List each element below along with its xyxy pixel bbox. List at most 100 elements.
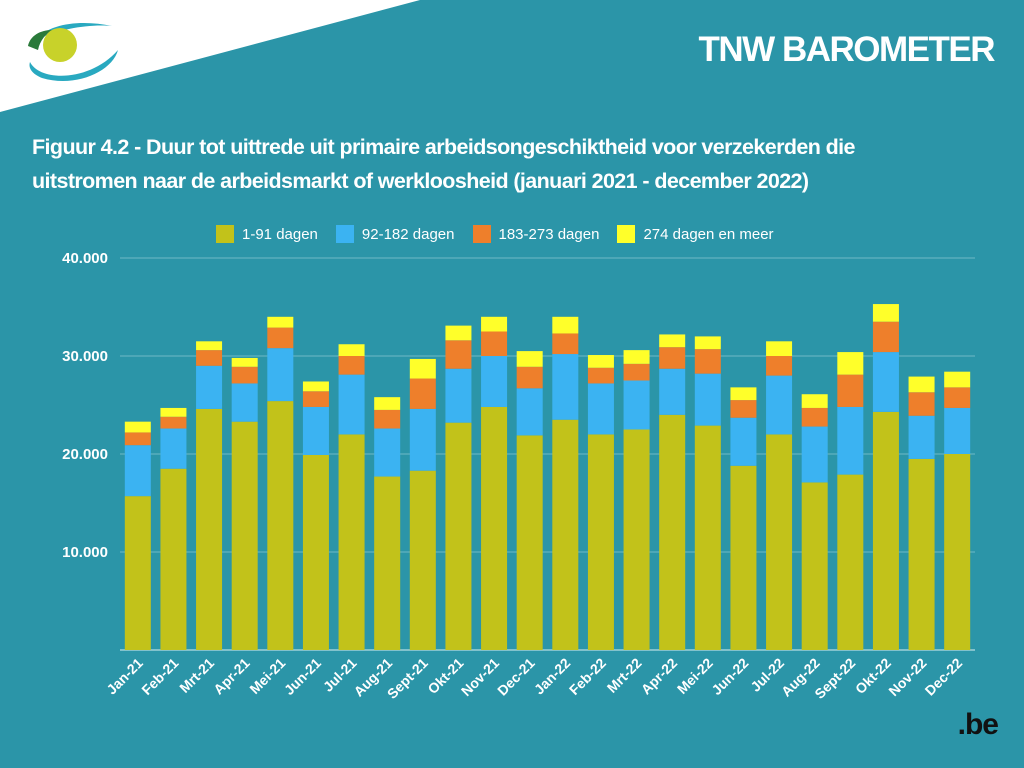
bar-segment-1-91 xyxy=(302,454,329,650)
bar-segment-274plus xyxy=(837,352,864,375)
bar-segment-92-182 xyxy=(302,406,329,455)
bar-segment-92-182 xyxy=(267,348,294,402)
legend-swatch xyxy=(472,225,491,243)
bar-segment-1-91 xyxy=(409,470,436,650)
bar-segment-274plus xyxy=(552,316,579,334)
bar-segment-183-273 xyxy=(338,356,365,375)
bar-segment-1-91 xyxy=(730,465,757,650)
bar-segment-92-182 xyxy=(552,354,579,420)
x-tick-label: Jan-22 xyxy=(531,655,574,698)
bar-segment-183-273 xyxy=(267,327,294,349)
bar-segment-183-273 xyxy=(516,366,543,389)
legend-item: 274 dagen en meer xyxy=(617,225,774,243)
bar-segment-1-91 xyxy=(124,496,151,650)
bar-segment-183-273 xyxy=(730,400,757,418)
legend-label: 1-91 dagen xyxy=(242,225,318,243)
bar-segment-1-91 xyxy=(160,468,187,650)
bar-segment-274plus xyxy=(445,325,472,341)
legend-label: 274 dagen en meer xyxy=(643,225,774,243)
bar-segment-183-273 xyxy=(374,409,401,429)
x-tick-label: Dec-22 xyxy=(922,655,966,699)
bar-segment-274plus xyxy=(872,304,899,322)
bar-segment-274plus xyxy=(481,316,508,332)
bar-segment-183-273 xyxy=(160,416,187,429)
bar-segment-1-91 xyxy=(908,458,935,650)
bar-segment-92-182 xyxy=(730,417,757,466)
bar-segment-274plus xyxy=(160,407,187,417)
bar-segment-92-182 xyxy=(516,388,543,436)
bar-segment-183-273 xyxy=(445,340,472,369)
x-tick-label: Sept-21 xyxy=(384,655,431,702)
bar-segment-92-182 xyxy=(623,380,650,430)
bar-segment-274plus xyxy=(908,376,935,393)
bar-segment-183-273 xyxy=(944,387,971,408)
bar-segment-1-91 xyxy=(801,482,828,650)
y-tick-label: 30.000 xyxy=(62,348,108,365)
bar-segment-92-182 xyxy=(659,368,686,415)
x-tick-label: Sept-22 xyxy=(811,655,858,702)
bar-segment-1-91 xyxy=(196,408,223,650)
x-tick-label: Feb-21 xyxy=(138,655,181,698)
bar-segment-183-273 xyxy=(694,349,721,374)
bar-segment-274plus xyxy=(231,357,258,367)
chart-title-line: Figuur 4.2 - Duur tot uittrede uit prima… xyxy=(32,135,856,159)
bar-segment-183-273 xyxy=(837,374,864,407)
bar-segment-1-91 xyxy=(481,406,508,650)
y-tick-label: 20.000 xyxy=(62,446,108,463)
x-tick-label: Mei-21 xyxy=(246,655,288,697)
bar-segment-183-273 xyxy=(908,392,935,416)
bar-segment-92-182 xyxy=(374,428,401,477)
bar-segment-274plus xyxy=(196,341,223,351)
bar-segment-1-91 xyxy=(944,454,971,650)
legend-item: 183-273 dagen xyxy=(472,225,599,243)
bar-segment-1-91 xyxy=(623,429,650,650)
bar-segment-1-91 xyxy=(587,434,614,650)
x-tick-label: Mrt-22 xyxy=(604,655,645,696)
bar-segment-1-91 xyxy=(766,434,793,650)
bar-segment-183-273 xyxy=(623,363,650,381)
bar-segment-92-182 xyxy=(160,428,187,469)
bar-segment-92-182 xyxy=(872,352,899,412)
x-tick-label: Feb-22 xyxy=(566,655,609,698)
x-tick-label: Jun-22 xyxy=(708,655,751,698)
legend-item: 92-182 dagen xyxy=(335,225,455,243)
x-tick-label: Mei-22 xyxy=(674,655,716,697)
bar-segment-183-273 xyxy=(659,347,686,369)
bar-segment-1-91 xyxy=(374,476,401,650)
bar-segment-1-91 xyxy=(872,411,899,650)
y-tick-label: 10.000 xyxy=(62,544,108,561)
legend-swatch xyxy=(216,225,234,243)
belgium-be-logo: .be xyxy=(957,708,999,741)
bar-segment-1-91 xyxy=(338,434,365,650)
legend-item: 1-91 dagen xyxy=(216,225,318,243)
bar-segment-274plus xyxy=(944,371,971,388)
bar-segment-1-91 xyxy=(659,414,686,650)
bar-segment-274plus xyxy=(374,397,401,410)
bar-segment-183-273 xyxy=(481,331,508,356)
bar-segment-274plus xyxy=(124,421,151,433)
chart-legend: 1-91 dagen 92-182 dagen 183-273 dagen 274 d… xyxy=(216,224,774,244)
inami-logo-icon xyxy=(28,22,118,82)
bar-segment-92-182 xyxy=(766,375,793,435)
bar-segment-92-182 xyxy=(338,374,365,435)
bar-segment-274plus xyxy=(801,394,828,408)
bar-segment-274plus xyxy=(694,336,721,350)
bar-segment-92-182 xyxy=(124,445,151,497)
bar-segment-92-182 xyxy=(231,383,258,422)
bar-segment-1-91 xyxy=(231,421,258,650)
x-tick-label: Nov-22 xyxy=(885,655,929,699)
bar-segment-92-182 xyxy=(196,365,223,409)
bar-segment-274plus xyxy=(267,316,294,328)
bar-segment-92-182 xyxy=(944,407,971,454)
bar-segment-1-91 xyxy=(837,474,864,650)
bar-segment-92-182 xyxy=(587,383,614,435)
bar-segment-183-273 xyxy=(552,333,579,355)
x-tick-label: Jun-21 xyxy=(281,655,324,698)
legend-swatch xyxy=(335,225,354,243)
bar-segment-183-273 xyxy=(766,356,793,376)
bar-segment-92-182 xyxy=(837,406,864,475)
bar-segment-92-182 xyxy=(694,373,721,426)
chart-title-line: uitstromen naar de arbeidsmarkt of werkl… xyxy=(32,169,809,193)
legend-label: 92-182 dagen xyxy=(361,225,455,243)
